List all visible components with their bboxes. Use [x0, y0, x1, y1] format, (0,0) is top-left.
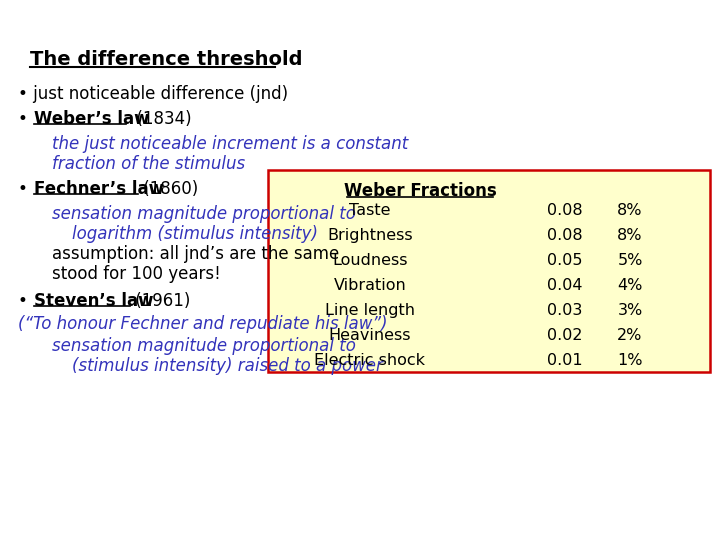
- Text: •: •: [18, 180, 33, 198]
- Text: (“To honour Fechner and repudiate his law”): (“To honour Fechner and repudiate his la…: [18, 315, 387, 333]
- Text: Brightness: Brightness: [327, 228, 413, 243]
- Text: logarithm (stimulus intensity): logarithm (stimulus intensity): [72, 225, 318, 243]
- Text: Vibration: Vibration: [333, 278, 406, 293]
- Text: Weber Fractions: Weber Fractions: [343, 182, 496, 200]
- Text: 5%: 5%: [617, 253, 643, 268]
- Text: 4%: 4%: [617, 278, 643, 293]
- Text: 1%: 1%: [617, 353, 643, 368]
- Text: (1834): (1834): [126, 110, 192, 128]
- Text: 8%: 8%: [617, 203, 643, 218]
- Text: stood for 100 years!: stood for 100 years!: [52, 265, 221, 283]
- Text: (1860): (1860): [138, 180, 198, 198]
- Text: 8%: 8%: [617, 228, 643, 243]
- Text: 2%: 2%: [617, 328, 643, 343]
- Text: Fechner’s law: Fechner’s law: [34, 180, 164, 198]
- Text: fraction of the stimulus: fraction of the stimulus: [52, 155, 245, 173]
- Text: the just noticeable increment is a constant: the just noticeable increment is a const…: [52, 135, 408, 153]
- Text: • just noticeable difference (jnd): • just noticeable difference (jnd): [18, 85, 288, 103]
- Bar: [268, 170, 710, 372]
- Text: 0.08: 0.08: [547, 228, 582, 243]
- Text: sensation magnitude proportional to: sensation magnitude proportional to: [52, 205, 356, 223]
- Text: assumption: all jnd’s are the same: assumption: all jnd’s are the same: [52, 245, 339, 263]
- Text: •: •: [18, 110, 33, 128]
- Text: 0.01: 0.01: [547, 353, 582, 368]
- Text: (stimulus intensity) raised to a power: (stimulus intensity) raised to a power: [72, 357, 383, 375]
- Text: 0.05: 0.05: [547, 253, 582, 268]
- Text: 0.03: 0.03: [547, 303, 582, 318]
- Text: 3%: 3%: [617, 303, 643, 318]
- Text: Weber’s law: Weber’s law: [34, 110, 150, 128]
- Text: The difference threshold: The difference threshold: [30, 50, 302, 69]
- Text: Heaviness: Heaviness: [329, 328, 411, 343]
- Text: Taste: Taste: [349, 203, 391, 218]
- Text: 0.04: 0.04: [547, 278, 582, 293]
- Text: (1961): (1961): [130, 292, 190, 310]
- Text: •: •: [18, 292, 33, 310]
- Text: Line length: Line length: [325, 303, 415, 318]
- Text: 0.02: 0.02: [547, 328, 582, 343]
- Text: Steven’s law: Steven’s law: [34, 292, 153, 310]
- Text: Electric shock: Electric shock: [315, 353, 426, 368]
- Text: 0.08: 0.08: [547, 203, 582, 218]
- Text: sensation magnitude proportional to: sensation magnitude proportional to: [52, 337, 356, 355]
- Text: Loudness: Loudness: [332, 253, 408, 268]
